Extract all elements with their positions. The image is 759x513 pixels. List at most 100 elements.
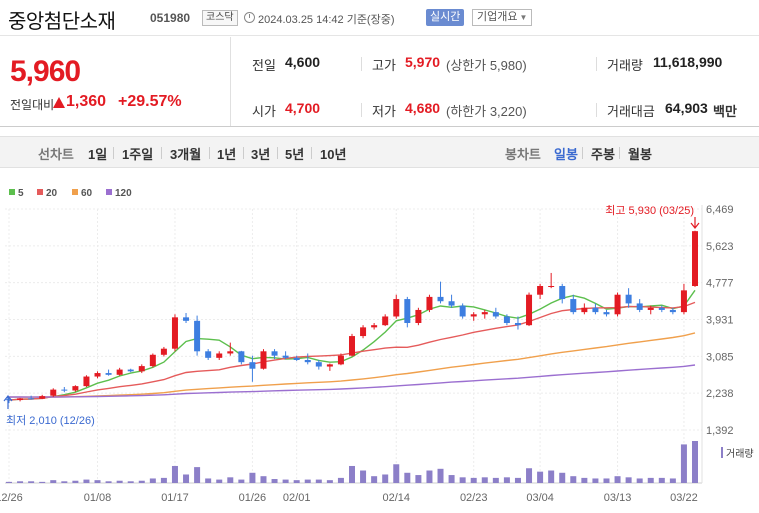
- candle-body: [61, 389, 68, 391]
- candle-body: [669, 309, 676, 313]
- tab-1w[interactable]: 1주일: [122, 147, 154, 162]
- line-chart-label: 선차트: [38, 147, 74, 162]
- company-info-label: 기업개요: [477, 11, 518, 23]
- candle-body: [459, 305, 466, 317]
- candle-body: [415, 309, 422, 324]
- legend-swatch: [72, 189, 78, 195]
- tab-3m[interactable]: 3개월: [170, 147, 202, 162]
- divider: [619, 147, 620, 159]
- volume-bar: [326, 480, 333, 483]
- legend-ma60[interactable]: 60: [72, 188, 92, 199]
- candle-body: [658, 307, 665, 310]
- tab-1y[interactable]: 1년: [217, 147, 237, 162]
- volume-bar: [349, 465, 355, 483]
- candle-body: [570, 299, 577, 313]
- tab-weekly[interactable]: 주봉: [591, 147, 615, 162]
- top-bar: 중앙첨단소재 051980 코스닥 2024.03.25 14:42 기준(장중…: [0, 0, 759, 36]
- tab-monthly[interactable]: 월봉: [628, 147, 652, 162]
- stock-name: 중앙첨단소재: [8, 11, 116, 33]
- prev-close-label: 전일: [252, 58, 276, 73]
- high-annotation: 최고 5,930 (03/25): [605, 204, 694, 217]
- volume-bar: [205, 478, 212, 483]
- candle-body: [470, 314, 477, 317]
- volume-legend-swatch: [721, 447, 723, 458]
- volume-bar: [39, 481, 46, 483]
- volume-bar: [227, 477, 234, 483]
- divider: [209, 147, 210, 159]
- legend-ma20[interactable]: 20: [37, 188, 57, 199]
- legend-swatch: [37, 189, 43, 195]
- candle-body: [537, 286, 544, 295]
- candle-body: [581, 307, 588, 313]
- volume-bar: [636, 478, 643, 483]
- volume-bar: [337, 477, 344, 483]
- candle-body: [337, 355, 344, 365]
- candle-body: [116, 369, 123, 375]
- candle-body: [603, 312, 610, 315]
- volume-bar: [28, 481, 35, 483]
- candle-body: [526, 294, 533, 326]
- volume-label: 거래량: [607, 58, 643, 73]
- candle-body: [559, 286, 566, 300]
- divider: [361, 57, 362, 71]
- ma120-line: [9, 364, 696, 398]
- legend-ma5[interactable]: 5: [9, 188, 24, 199]
- tab-1d[interactable]: 1일: [88, 147, 108, 162]
- volume-bar: [537, 471, 544, 483]
- up-arrow-icon: [3, 395, 13, 409]
- legend-ma120[interactable]: 120: [106, 188, 132, 199]
- tab-10y[interactable]: 10년: [320, 147, 347, 162]
- candle-body: [28, 398, 35, 400]
- divider: [311, 147, 312, 159]
- volume-bar: [282, 479, 289, 483]
- volume-bar: [149, 478, 156, 483]
- tab-5y[interactable]: 5년: [285, 147, 305, 162]
- candle-body: [514, 323, 521, 326]
- up-arrow-icon: [53, 97, 65, 108]
- realtime-button[interactable]: 실시간: [426, 9, 465, 26]
- high-label: 고가: [372, 58, 396, 73]
- volume-bar: [360, 470, 367, 483]
- chart-tab-bar: 선차트 1일 1주일 3개월 1년 3년 5년 10년 봉차트 일봉 주봉 월봉: [0, 136, 759, 168]
- upper-limit: (상한가 5,980): [446, 58, 527, 73]
- divider: [596, 57, 597, 71]
- change-amount: 1,360: [66, 93, 107, 110]
- volume-bar: [105, 481, 112, 483]
- stock-code: 051980: [150, 11, 191, 25]
- high-value: 5,970: [405, 54, 441, 70]
- clock-icon: [244, 12, 255, 23]
- volume-bar: [581, 477, 588, 483]
- volume-bar: [83, 479, 90, 483]
- lower-limit: (하한가 3,220): [446, 104, 527, 119]
- volume-bar: [692, 441, 698, 483]
- candle-body: [39, 396, 46, 399]
- price-chart[interactable]: 6,469 5,623 4,777 3,931 3,085 2,238 1,392 12/26…: [0, 196, 759, 513]
- divider: [161, 147, 162, 159]
- tab-daily[interactable]: 일봉: [554, 147, 578, 162]
- company-info-button[interactable]: 기업개요 ▼: [472, 9, 533, 26]
- x-tick-label: 02/14: [382, 492, 410, 504]
- x-tick-label: 03/13: [604, 492, 632, 504]
- candle-body: [72, 386, 79, 391]
- low-label: 저가: [372, 104, 396, 119]
- volume-bar: [415, 475, 422, 483]
- divider: [277, 147, 278, 159]
- tab-3y[interactable]: 3년: [251, 147, 271, 162]
- volume-bar: [514, 477, 521, 483]
- volume-bar: [603, 478, 610, 483]
- candle-body: [382, 316, 389, 326]
- volume-bar: [526, 468, 533, 483]
- legend-label: 5: [18, 188, 24, 199]
- volume-bar: [127, 481, 134, 483]
- timestamp: 2024.03.25 14:42 기준(장중): [258, 14, 395, 26]
- y-tick-label: 3,085: [706, 351, 734, 363]
- divider: [243, 147, 244, 159]
- candle-body: [293, 357, 300, 361]
- candle-body: [249, 362, 256, 369]
- legend-label: 120: [115, 188, 132, 199]
- change-rate: +29.57%: [118, 93, 182, 110]
- volume-bar: [271, 479, 278, 483]
- candle-body: [448, 301, 455, 306]
- candle-body: [592, 307, 599, 313]
- down-arrow-icon: [690, 217, 700, 229]
